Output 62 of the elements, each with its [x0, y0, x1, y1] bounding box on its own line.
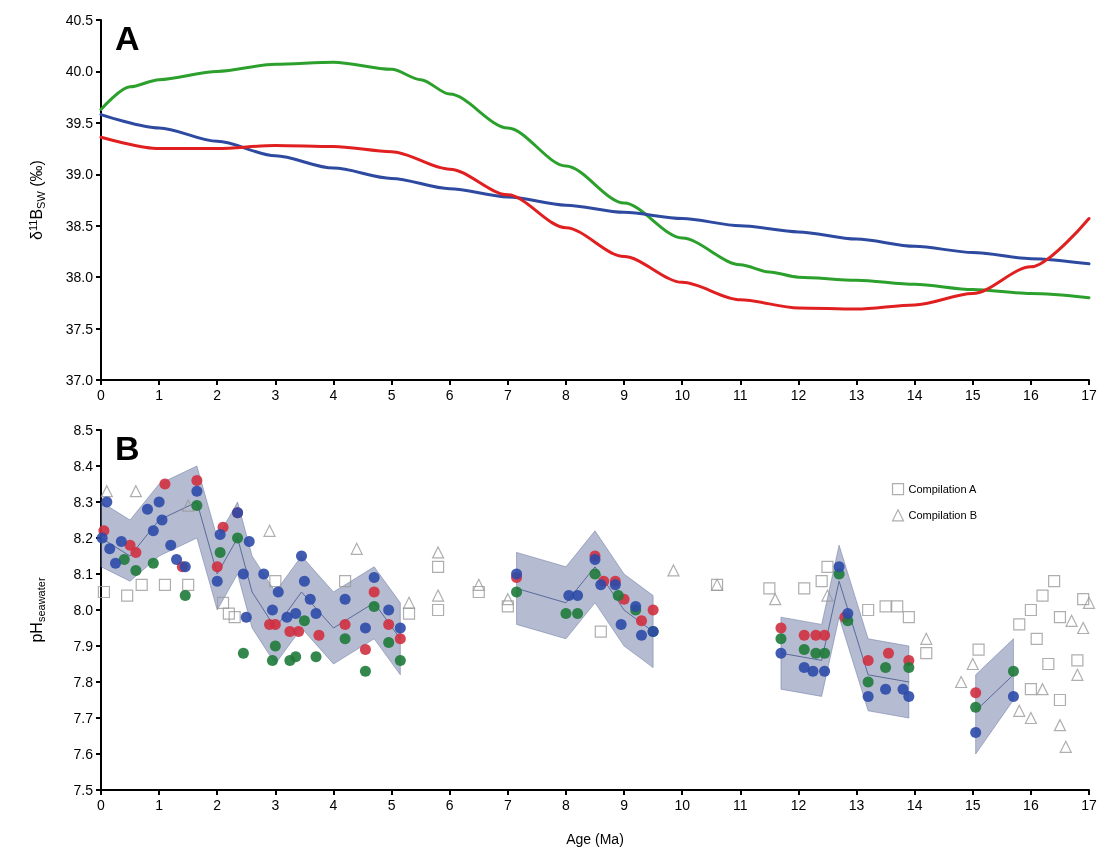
y-tick-label: 8.5: [73, 422, 94, 438]
y-tick-label: 38.5: [65, 217, 94, 234]
x-tick-label: 9: [620, 387, 629, 403]
x-tick-label: 6: [445, 387, 454, 403]
x-tick-label: 11: [733, 797, 748, 813]
legend-label: Compilation A: [908, 483, 978, 496]
x-tick-label: 4: [329, 797, 338, 813]
x-tick-label: 6: [445, 797, 454, 813]
y-tick-label: 8.1: [73, 566, 94, 582]
x-tick-label: 14: [906, 387, 923, 403]
y-axis-title: pHseawater: [28, 577, 47, 643]
y-tick-label: 37.5: [65, 320, 94, 337]
x-axis-title: Age (Ma): [566, 831, 624, 847]
y-tick-label: 7.5: [73, 782, 94, 798]
y-tick-label: 8.4: [73, 458, 94, 474]
x-tick-label: 1: [155, 797, 164, 813]
y-tick-label: 7.7: [73, 710, 94, 726]
x-tick-label: 5: [387, 387, 396, 403]
x-tick-label: 0: [97, 797, 106, 813]
x-tick-label: 9: [620, 797, 629, 813]
y-tick-label: 8.2: [73, 530, 94, 546]
x-tick-label: 13: [848, 797, 865, 813]
y-tick-label: 39.0: [65, 166, 94, 183]
x-tick-label: 15: [964, 387, 981, 403]
y-axis-title: δ11BSW (‰): [26, 160, 47, 240]
x-tick-label: 13: [848, 387, 865, 403]
x-tick-label: 3: [271, 797, 280, 813]
y-tick-label: 37.0: [65, 372, 94, 388]
x-tick-label: 17: [1081, 797, 1097, 813]
chart-title: B: [115, 429, 140, 467]
x-tick-label: 12: [790, 797, 807, 813]
x-tick-label: 7: [503, 797, 512, 813]
y-tick-label: 40.5: [65, 12, 94, 28]
x-tick-label: 3: [271, 387, 280, 403]
x-tick-label: 16: [1023, 387, 1039, 403]
x-tick-label: 11: [733, 387, 748, 403]
x-tick-label: 14: [906, 797, 923, 813]
x-tick-label: 5: [387, 797, 396, 813]
y-tick-label: 38.0: [65, 269, 94, 286]
x-tick-label: 17: [1081, 387, 1097, 403]
y-tick-label: 7.9: [73, 638, 94, 654]
x-tick-label: 10: [674, 387, 691, 403]
x-tick-label: 8: [562, 387, 571, 403]
x-tick-label: 1: [155, 387, 164, 403]
y-tick-label: 7.6: [73, 746, 94, 762]
y-tick-label: 39.5: [65, 114, 94, 131]
x-tick-label: 7: [503, 387, 512, 403]
chart-title: A: [115, 19, 140, 57]
x-tick-label: 8: [562, 797, 571, 813]
x-tick-label: 15: [964, 797, 981, 813]
x-tick-label: 12: [790, 387, 807, 403]
y-tick-label: 40.0: [65, 63, 94, 80]
x-tick-label: 2: [213, 797, 222, 813]
x-tick-label: 4: [329, 387, 338, 403]
x-tick-label: 10: [674, 797, 691, 813]
x-tick-label: 2: [213, 387, 222, 403]
y-tick-label: 8.3: [73, 494, 94, 510]
legend-label: Compilation B: [908, 509, 978, 522]
x-tick-label: 16: [1023, 797, 1039, 813]
x-tick-label: 0: [97, 387, 106, 403]
y-tick-label: 8.0: [73, 602, 94, 618]
y-tick-label: 7.8: [73, 674, 94, 690]
